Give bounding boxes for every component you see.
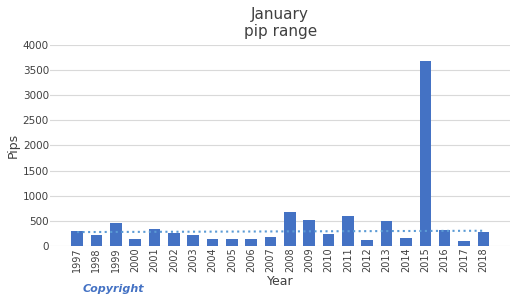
Bar [478, 232, 489, 246]
Bar [303, 220, 315, 246]
Bar [439, 230, 450, 246]
Bar [361, 240, 373, 246]
Bar [187, 235, 199, 246]
X-axis label: Year: Year [267, 275, 294, 288]
Bar [265, 237, 277, 246]
Bar [419, 61, 431, 246]
Bar [381, 222, 392, 246]
Bar [129, 239, 141, 246]
Bar [110, 224, 121, 246]
Title: January
pip range: January pip range [244, 7, 317, 39]
Bar [207, 239, 218, 246]
Bar [458, 241, 470, 246]
Bar [323, 234, 334, 246]
Bar [342, 216, 354, 246]
Bar [168, 233, 179, 246]
Bar [90, 235, 102, 246]
Bar [400, 238, 412, 246]
Text: Copyright: Copyright [83, 284, 145, 294]
Bar [149, 229, 160, 246]
Bar [284, 212, 296, 246]
Bar [246, 239, 257, 246]
Y-axis label: Pips: Pips [7, 133, 20, 158]
Bar [226, 239, 238, 246]
Bar [71, 230, 83, 246]
